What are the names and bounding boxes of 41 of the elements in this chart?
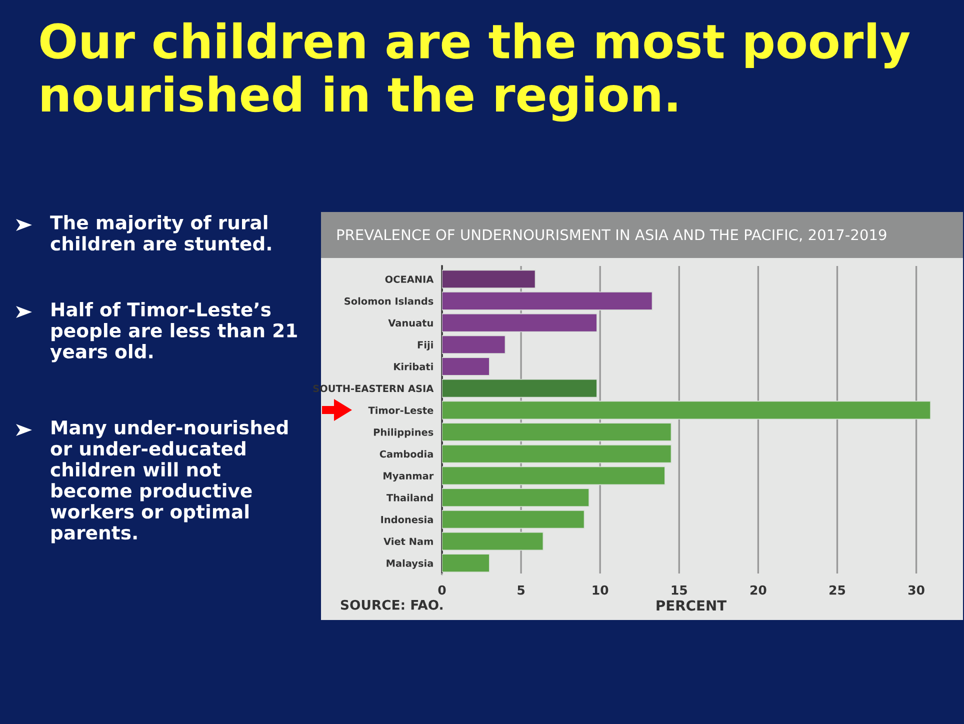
text: Half of Timor-Leste’s people are less than 21 years old. xyxy=(50,302,297,362)
bar xyxy=(442,378,598,398)
x-tick-label: 5 xyxy=(518,585,525,595)
y-tick-label: Myanmar xyxy=(384,472,434,482)
bar xyxy=(442,444,672,464)
bar xyxy=(442,335,506,354)
bar xyxy=(442,270,536,288)
y-tick-label: Cambodia xyxy=(380,450,433,458)
y-tick-label: Vanuatu xyxy=(388,319,433,327)
bar xyxy=(442,313,598,332)
bar xyxy=(442,532,544,551)
text: The majority of rural children are stunted. xyxy=(50,215,271,251)
x-tick-label: 20 xyxy=(750,585,766,595)
y-tick-label: Timor-Leste xyxy=(368,406,434,414)
bar xyxy=(442,422,672,442)
bar xyxy=(442,292,653,310)
x-tick-label: 25 xyxy=(830,585,846,595)
text: Many under-nourished or under-educated children will not become productive workers or optimal parents. xyxy=(50,420,288,544)
x-tick-label: 0 xyxy=(438,585,446,595)
x-tick-label: 10 xyxy=(592,585,608,595)
bar xyxy=(442,357,490,376)
y-tick-label: OCEANIA xyxy=(385,276,434,283)
y-tick-label: Solomon Islands xyxy=(344,297,434,305)
chart-subtitle: PREVALENCE OF UNDERNOURISMENT IN ASIA AND THE PACIFIC, 2017-2019 xyxy=(337,229,886,242)
source-note: SOURCE: FAO. xyxy=(340,600,442,610)
y-tick-label: Thailand xyxy=(386,494,433,502)
x-axis-title: PERCENT xyxy=(656,600,726,611)
bar xyxy=(442,400,931,420)
chart-title: Our children are the most poorly nourished in the region. xyxy=(40,22,910,122)
x-tick-label: 30 xyxy=(908,585,924,595)
y-tick-label: Philippines xyxy=(374,428,434,438)
bar xyxy=(442,554,490,572)
y-tick-label: Fiji xyxy=(418,340,433,350)
bar xyxy=(442,510,585,529)
x-tick-label: 15 xyxy=(672,585,687,595)
bar xyxy=(442,488,590,507)
y-tick-label: Viet Nam xyxy=(384,538,433,546)
y-tick-label: Kiribati xyxy=(394,362,433,370)
y-tick-label: Indonesia xyxy=(381,516,433,524)
y-tick-label: Malaysia xyxy=(386,559,433,569)
bar xyxy=(442,466,666,486)
